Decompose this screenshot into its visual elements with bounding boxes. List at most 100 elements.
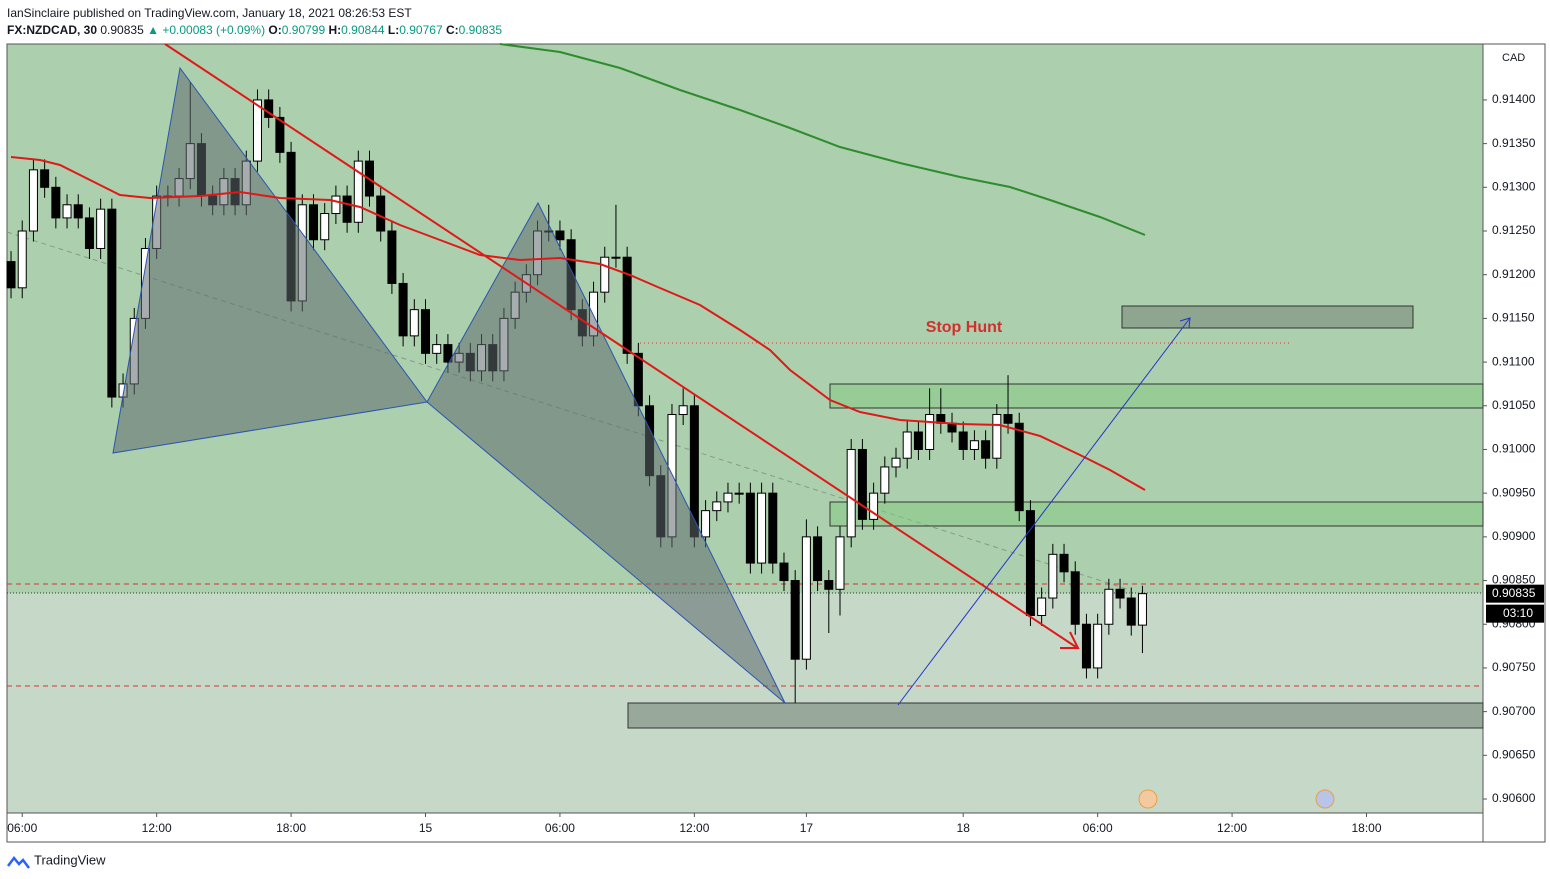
candle-body	[678, 405, 688, 416]
zone	[829, 501, 1484, 527]
header: IanSinclaire published on TradingView.co…	[7, 5, 502, 39]
x-tick-label: 06:00	[1083, 821, 1113, 835]
countdown: 03:10	[1503, 606, 1533, 620]
l: 0.90767	[399, 23, 443, 37]
candle-body	[62, 204, 72, 219]
candle-body	[813, 536, 823, 582]
candle-body	[275, 116, 285, 153]
y-tick-label: 0.91000	[1492, 442, 1536, 456]
x-tick-label: 06:00	[545, 821, 575, 835]
y-tick-label: 0.91350	[1492, 136, 1536, 150]
y-tick-label: 0.91100	[1492, 354, 1535, 368]
candle-body	[1003, 414, 1013, 424]
candle-body	[17, 230, 27, 289]
y-tick-label: 0.90950	[1492, 485, 1536, 499]
h: 0.90844	[341, 23, 385, 37]
candle-body	[790, 580, 800, 660]
x-tick-label: 12:00	[1217, 821, 1247, 835]
candle-body	[409, 309, 419, 337]
candle-body	[779, 562, 789, 582]
candle-body	[1081, 623, 1091, 669]
y-tick-label: 0.90600	[1492, 791, 1536, 805]
last-price: 0.90835	[1492, 586, 1536, 600]
x-tick-label: 18:00	[276, 821, 306, 835]
zone	[829, 383, 1484, 409]
l-label: L:	[387, 23, 400, 37]
x-tick-label: 12:00	[679, 821, 709, 835]
pattern-xab	[112, 66, 428, 454]
y-tick-label: 0.91050	[1492, 398, 1536, 412]
candle-body	[342, 195, 352, 223]
brand: TradingView	[34, 852, 106, 867]
candle-body	[913, 431, 923, 450]
x-tick-label: 17	[800, 821, 814, 835]
zone	[1121, 305, 1414, 329]
y-tick-label: 0.90700	[1492, 704, 1536, 718]
last: 0.90835	[100, 23, 144, 37]
x-tick-label: 18	[957, 821, 971, 835]
y-tick-label: 0.91300	[1492, 179, 1536, 193]
o-label: O:	[268, 23, 282, 37]
candle-body	[1025, 510, 1035, 617]
y-tick-label: 0.90850	[1492, 573, 1536, 587]
candle-body	[51, 186, 61, 219]
candle-body	[421, 309, 431, 354]
x-tick-label: 06:00	[7, 821, 37, 835]
candle-body	[1048, 553, 1058, 599]
y-tick-label: 0.91200	[1492, 267, 1536, 281]
candle-body	[320, 213, 330, 241]
candle-body	[846, 448, 856, 538]
candle-body	[1014, 422, 1024, 512]
candle-body	[1070, 571, 1080, 625]
candle-body	[107, 208, 117, 398]
pattern-bcd	[426, 201, 786, 704]
candle-body	[969, 440, 979, 450]
countdown-box	[1486, 604, 1544, 623]
candle-body	[432, 344, 442, 354]
change: +0.00083 (+0.09%)	[162, 23, 266, 37]
candle-body	[555, 230, 565, 241]
candle-body	[1059, 553, 1069, 573]
candle-body	[958, 431, 968, 450]
candle-body	[880, 466, 890, 494]
x-tick-label: 12:00	[142, 821, 172, 835]
y-tick-label: 0.90900	[1492, 529, 1536, 543]
candle-body	[992, 414, 1002, 459]
arrow-head	[1179, 317, 1191, 329]
y-tick-label: 0.90750	[1492, 660, 1536, 674]
candle-body	[40, 169, 50, 188]
candle-body	[600, 256, 610, 293]
candle-body	[925, 414, 935, 450]
zone	[627, 702, 1484, 729]
c: 0.90835	[458, 23, 503, 37]
candle-body	[252, 99, 262, 162]
candle-body	[6, 261, 16, 289]
quote-line: FX:NZDCAD, 30 0.90835 ▲ +0.00083 (+0.09%…	[7, 23, 503, 37]
symbol: FX:NZDCAD, 30	[7, 23, 98, 37]
c-label: C:	[445, 23, 459, 37]
projection	[897, 317, 1191, 706]
candle-body	[611, 256, 621, 259]
candle-body	[622, 256, 632, 354]
candle-body	[28, 169, 38, 232]
candle-body	[73, 204, 83, 219]
x-tick-label: 15	[419, 821, 433, 835]
candle-body	[1104, 588, 1114, 625]
candle-body	[1037, 597, 1047, 617]
last-price-box	[1486, 584, 1544, 603]
candle-body	[264, 99, 274, 118]
moving-average-long	[499, 43, 1146, 236]
annotation: Stop Hunt	[926, 319, 1003, 336]
candle-body	[376, 195, 386, 232]
candle-body	[835, 536, 845, 590]
candle-body	[1115, 588, 1125, 599]
candle-body	[1126, 597, 1136, 626]
candle-body	[331, 195, 341, 215]
logo	[7, 855, 30, 869]
y-tick-label: 0.91150	[1492, 311, 1535, 325]
o: 0.90799	[281, 23, 326, 37]
candle-body	[981, 440, 991, 459]
y-tick-label: 0.91400	[1492, 92, 1536, 106]
